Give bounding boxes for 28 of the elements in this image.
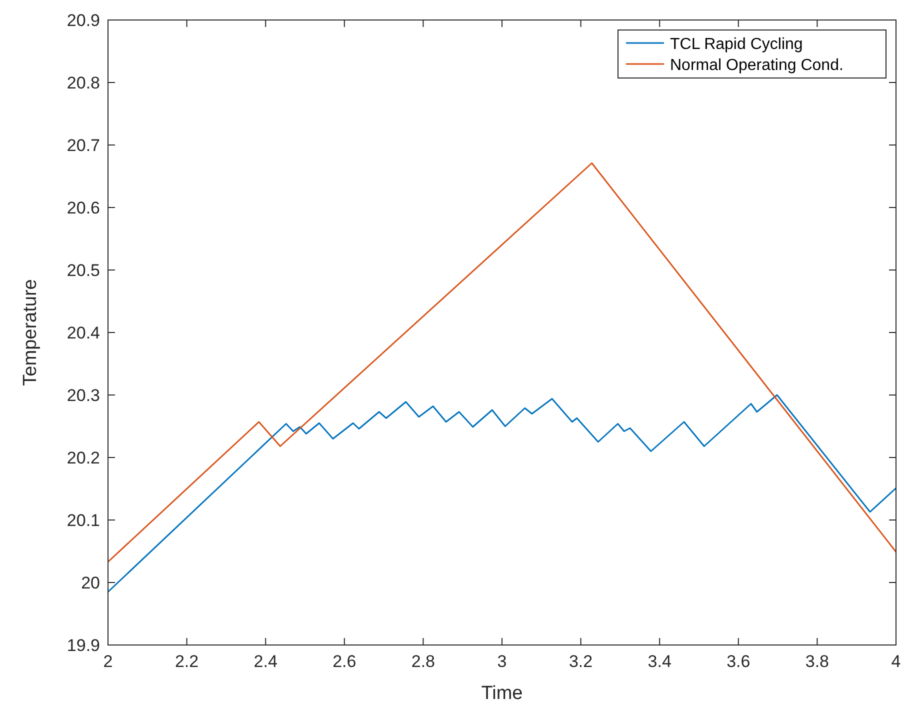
x-tick-label: 2.6: [332, 652, 356, 671]
x-tick-label: 2: [103, 652, 113, 671]
legend-label: TCL Rapid Cycling: [670, 36, 803, 53]
x-tick-label: 3.2: [568, 652, 593, 671]
y-tick-label: 20.4: [66, 324, 100, 342]
y-axis-title: Temperature: [20, 279, 41, 386]
line-series: [107, 394, 897, 593]
y-tick-label: 20.1: [66, 511, 100, 530]
x-tick-label: 3: [497, 652, 507, 671]
y-tick-label: 20.2: [66, 448, 100, 468]
x-tick-label: 3.6: [726, 652, 750, 671]
y-tick-label: 20.8: [66, 74, 100, 92]
x-axis-title: Time: [481, 683, 523, 704]
x-tick-label: 4: [891, 652, 901, 671]
line-series: [107, 162, 897, 563]
y-tick-label: 20.7: [66, 136, 100, 155]
y-tick-label: 19.9: [66, 636, 100, 655]
x-tick-label: 3.8: [805, 652, 830, 671]
y-tick-label: 20.9: [66, 11, 100, 30]
y-tick-label: 20.3: [66, 386, 100, 405]
x-tick-label: 2.2: [174, 652, 199, 671]
y-tick-label: 20: [81, 574, 100, 592]
x-tick-label: 2.4: [254, 652, 278, 671]
x-tick-label: 2.8: [411, 652, 436, 671]
y-tick-label: 20.5: [66, 261, 100, 280]
y-tick-label: 20.6: [66, 198, 100, 218]
legend-label: Normal Operating Cond.: [670, 57, 844, 74]
x-tick-label: 3.4: [648, 652, 672, 671]
